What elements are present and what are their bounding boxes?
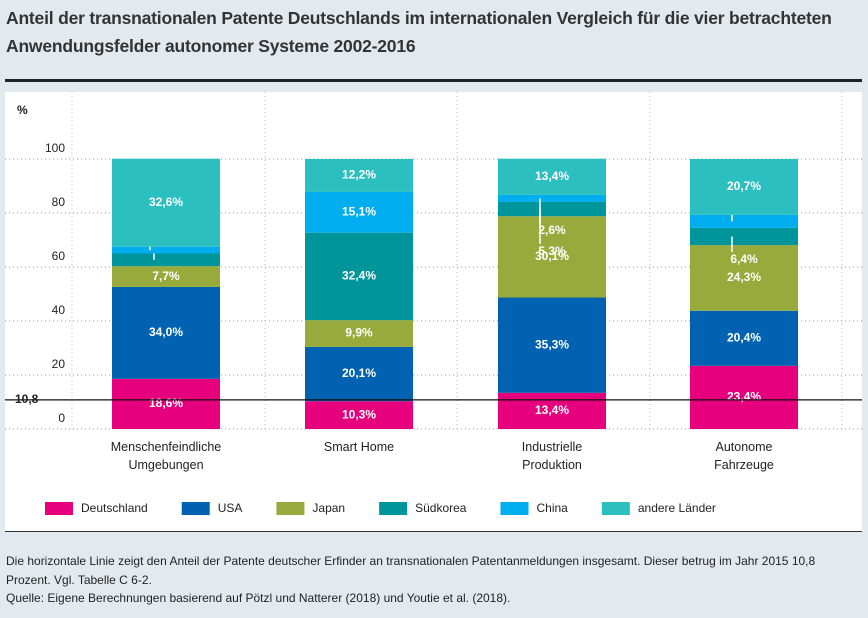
value-label: 7,7% xyxy=(152,269,180,283)
bar-segment xyxy=(112,158,220,247)
legend-swatch xyxy=(500,502,529,515)
value-label: 9,9% xyxy=(345,326,373,340)
value-label: 13,4% xyxy=(535,169,569,183)
footnote: Die horizontale Linie zeigt den Anteil d… xyxy=(6,554,816,587)
legend-label: Japan xyxy=(312,501,345,515)
value-label: 13,4% xyxy=(535,403,569,417)
legend-label: USA xyxy=(218,501,243,515)
bar-segment xyxy=(305,232,413,321)
legend-label: andere Länder xyxy=(638,501,716,515)
bar-segment xyxy=(498,216,606,298)
y-tick-label: 60 xyxy=(52,249,66,263)
value-label: 30,1% xyxy=(535,249,569,263)
legend-swatch xyxy=(181,502,210,515)
bar-segment xyxy=(690,214,798,228)
bar-segment xyxy=(498,297,606,393)
bar-segment xyxy=(112,253,220,267)
reference-label: 10,8 xyxy=(15,392,39,406)
value-label: 2,6% xyxy=(538,223,566,237)
bar-segment xyxy=(690,227,798,246)
legend-label: Südkorea xyxy=(415,501,467,515)
bar-segment xyxy=(690,245,798,311)
y-tick-label: 20 xyxy=(52,357,66,371)
value-label: 20,1% xyxy=(342,366,376,380)
legend-swatch xyxy=(276,502,305,515)
bar-segment xyxy=(112,266,220,287)
bar-segment xyxy=(305,346,413,402)
value-label: 12,2% xyxy=(342,168,376,182)
y-axis-label: % xyxy=(17,103,28,117)
legend-label: China xyxy=(536,501,568,515)
chart-title: Anteil der transnationalen Patente Deuts… xyxy=(6,8,832,56)
bar-segment xyxy=(690,310,798,366)
footer-rule xyxy=(5,531,862,532)
value-label: 6,4% xyxy=(730,252,758,266)
bar-segment xyxy=(112,286,220,379)
legend-swatch xyxy=(45,502,73,515)
bar-segment xyxy=(305,320,413,347)
value-label: 15,1% xyxy=(342,204,376,218)
bar-segment xyxy=(305,159,413,192)
y-tick-label: 80 xyxy=(52,195,66,209)
bar-segment xyxy=(498,194,606,202)
value-label: 23,4% xyxy=(727,390,761,404)
bar-segment xyxy=(498,158,606,195)
value-label: 20,7% xyxy=(727,179,761,193)
value-label: 10,3% xyxy=(342,407,376,421)
legend-label: Deutschland xyxy=(81,501,148,515)
bar-segment xyxy=(498,392,606,429)
source: Quelle: Eigene Berechnungen basierend au… xyxy=(6,591,511,605)
value-label: 20,4% xyxy=(727,330,761,344)
y-tick-label: 0 xyxy=(58,411,65,425)
bar-segment xyxy=(690,159,798,215)
value-label: 24,3% xyxy=(727,270,761,284)
bar-segment xyxy=(498,201,606,217)
value-label: 35,3% xyxy=(535,337,569,351)
value-label: 34,0% xyxy=(149,325,183,339)
y-tick-label: 40 xyxy=(52,303,66,317)
value-label: 5,3% xyxy=(538,244,566,258)
footer: Die horizontale Linie zeigt den Anteil d… xyxy=(6,552,856,608)
legend-swatch xyxy=(379,502,408,515)
bar-segment xyxy=(305,401,413,429)
value-label: 32,4% xyxy=(342,269,376,283)
value-label: 18,6% xyxy=(149,396,183,410)
x-tick-label: Menschenfeindliche Umgebungen xyxy=(110,440,222,472)
legend-swatch xyxy=(601,502,630,515)
title-rule xyxy=(5,79,862,82)
value-label: 32,6% xyxy=(149,195,183,209)
bar-segment xyxy=(112,378,220,429)
bar-segment xyxy=(112,246,220,254)
bar-segment xyxy=(305,191,413,233)
x-tick-label: Industrielle Produktion xyxy=(521,440,583,472)
x-tick-label: Autonome Fahrzeuge xyxy=(714,440,774,472)
x-tick-label: Smart Home xyxy=(323,440,395,454)
bar-segment xyxy=(690,365,798,429)
y-tick-label: 100 xyxy=(45,141,65,155)
